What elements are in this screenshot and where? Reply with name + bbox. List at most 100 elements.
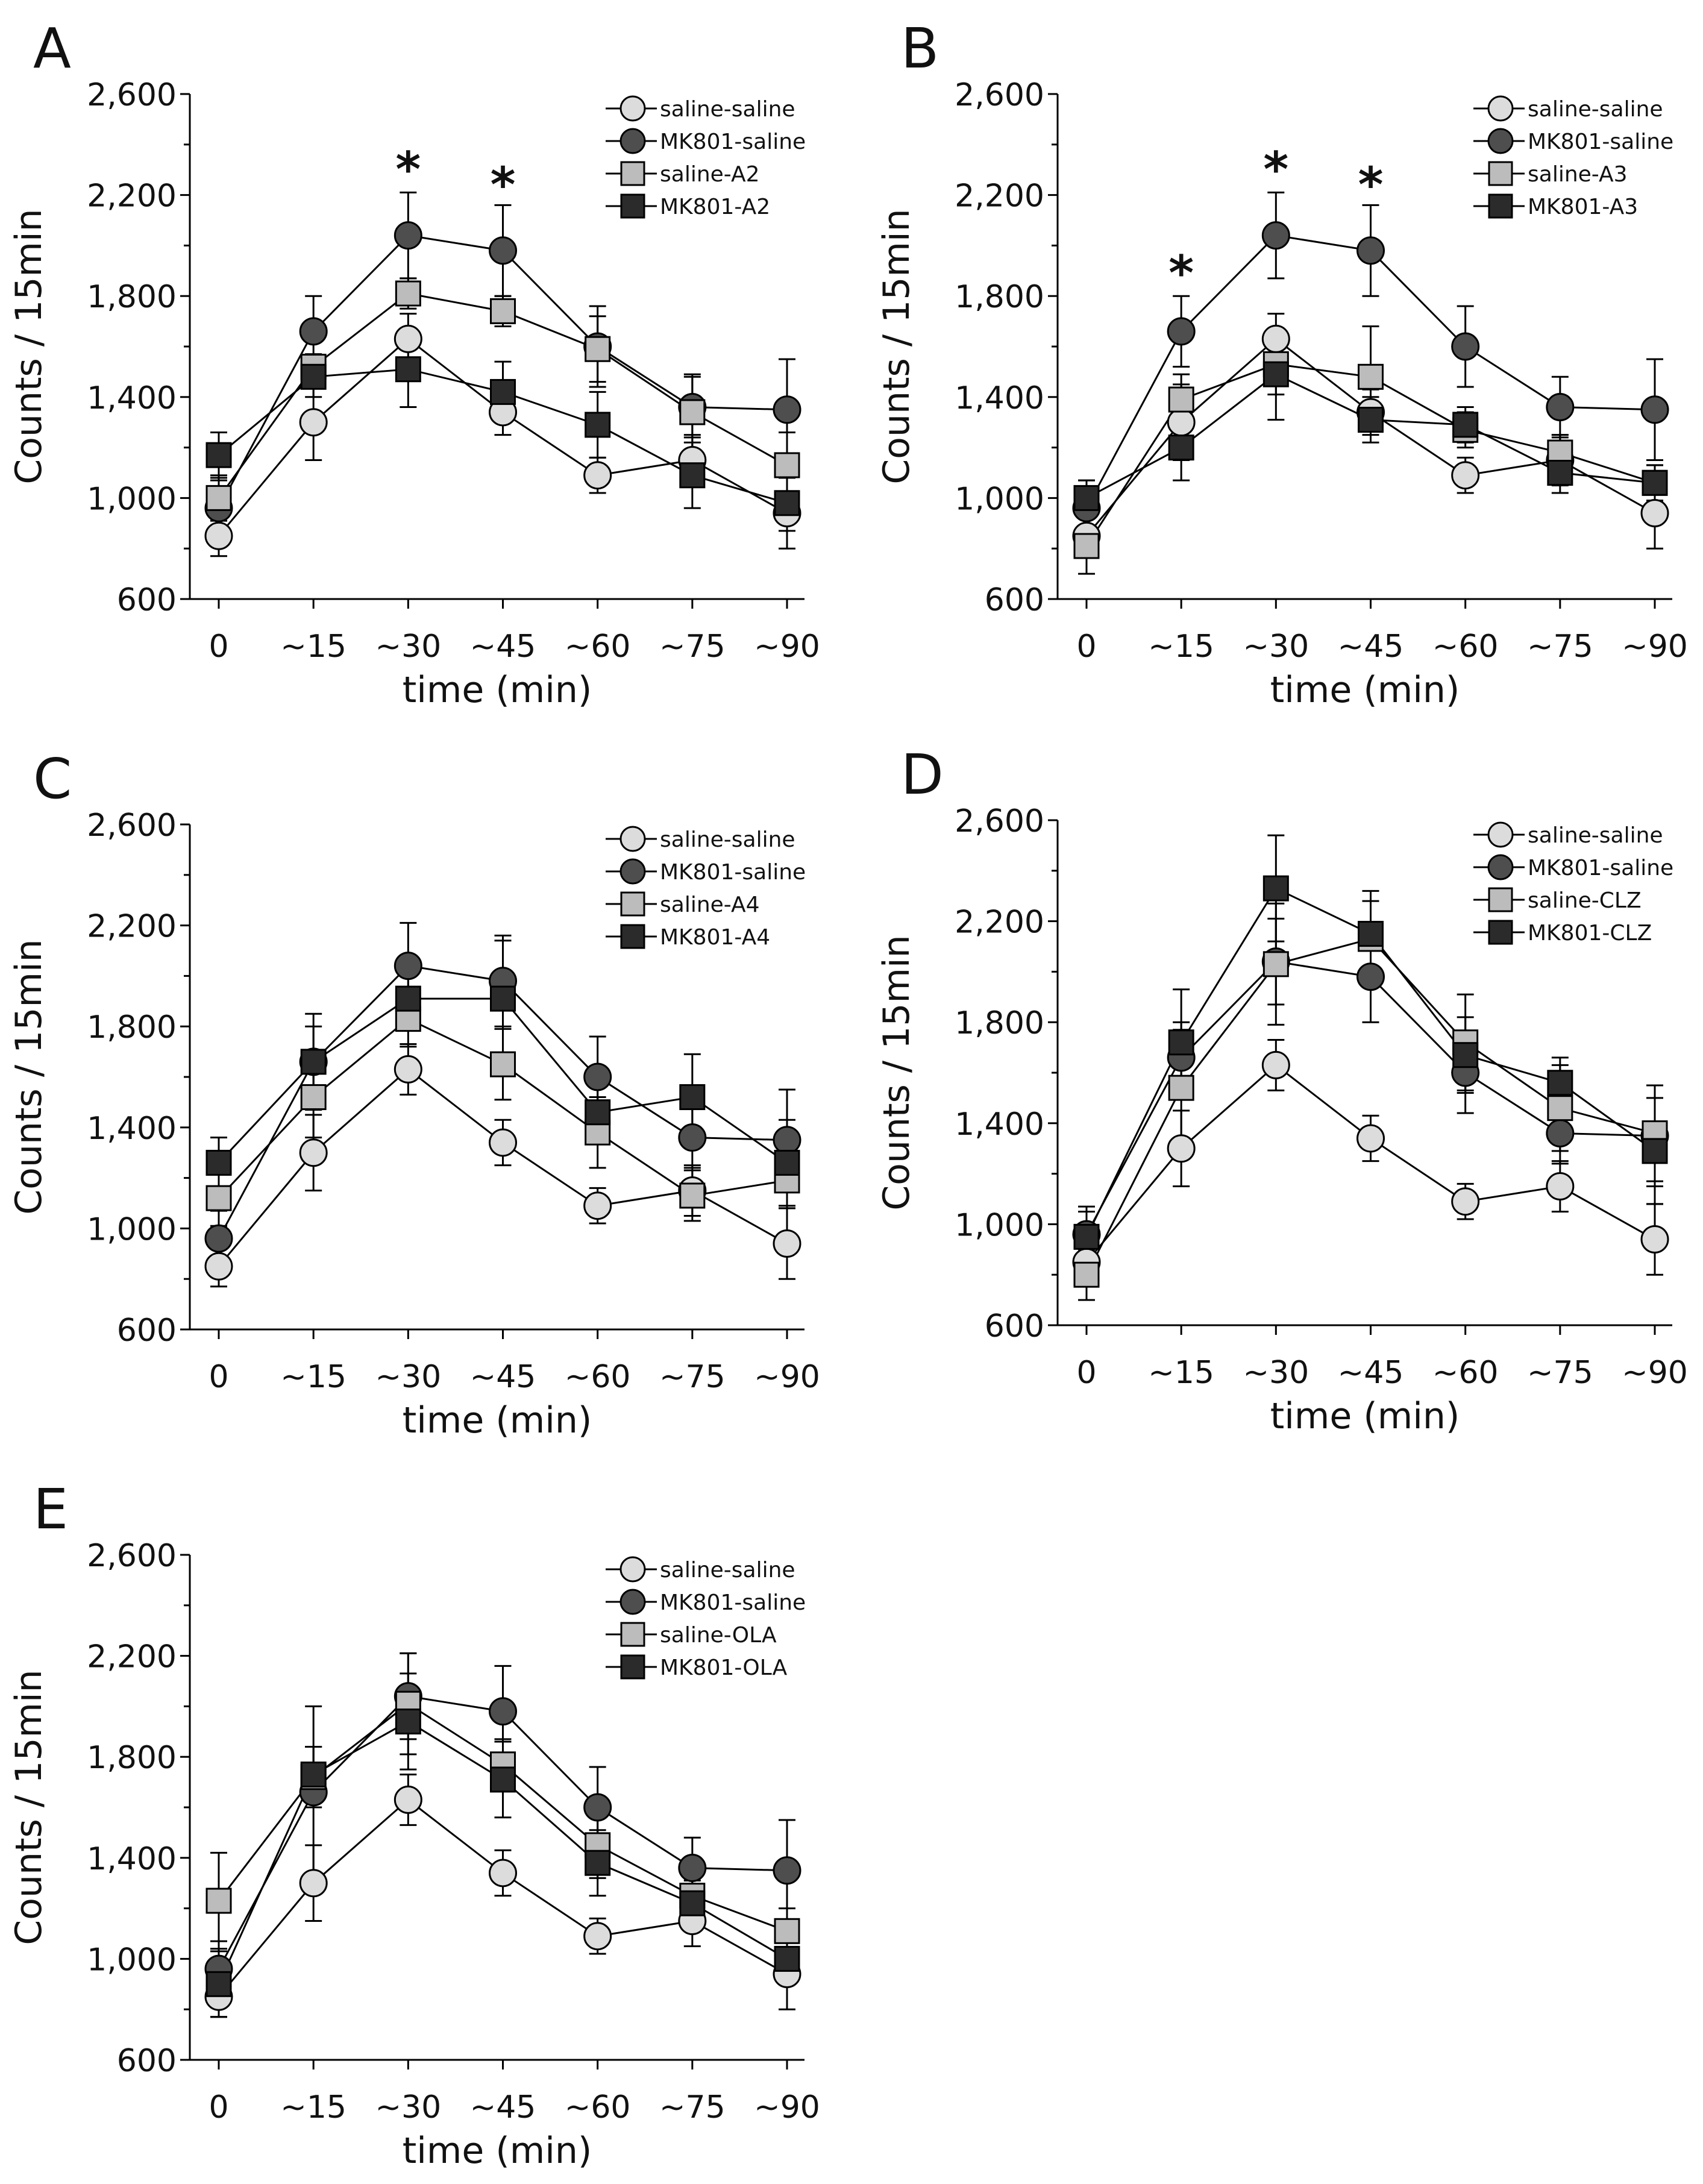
data-point-circle [204,1224,233,1253]
x-tick-label: ~75 [1527,629,1593,665]
y-axis-label: Counts / 15min [8,209,50,484]
significance-asterisk: * [491,157,516,213]
data-point-circle [1261,324,1290,353]
data-point-square [300,1049,327,1075]
legend-marker-square [620,193,645,219]
x-tick-label: ~60 [1432,629,1499,665]
data-point-circle [1356,1124,1385,1153]
data-point-circle [299,317,328,346]
panel-label: B [901,16,939,81]
panel-label: C [33,747,72,811]
x-tick-label: ~90 [1622,629,1688,665]
data-point-circle [1451,461,1480,490]
legend-marker-square [620,1622,645,1647]
x-tick-label: ~75 [659,2089,726,2126]
data-point-circle [489,236,517,265]
data-point-circle [204,521,233,550]
y-tick-label: 2,600 [955,803,1044,839]
data-point-circle [394,221,422,250]
x-tick-label: ~15 [280,1359,347,1395]
y-tick-label: 1,400 [87,1111,177,1147]
legend-label: saline-OLA [660,1623,777,1648]
data-point-square [1073,533,1100,559]
x-axis-label: time (min) [403,2130,592,2172]
y-tick-label: 1,800 [87,1009,177,1046]
legend-label: MK801-A3 [1528,195,1638,219]
legend-marker-circle [619,1589,646,1615]
data-point-square [205,1185,232,1211]
data-point-square [585,412,611,438]
data-point-circle [394,1785,422,1814]
data-point-square [1358,407,1384,433]
x-tick-label: ~60 [565,629,631,665]
legend-label: MK801-A4 [660,925,770,950]
x-axis-label: time (min) [403,1399,592,1442]
data-point-square [679,1084,706,1111]
data-point-square [1547,460,1573,486]
data-point-circle [773,1229,801,1258]
legend-label: MK801-saline [660,130,806,154]
data-point-circle [773,1856,801,1885]
legend-label: saline-saline [660,827,795,852]
x-tick-label: ~30 [375,2089,441,2126]
y-tick-label: 1,400 [955,380,1044,416]
data-point-circle [489,1697,517,1726]
y-tick-label: 2,600 [87,1538,177,1574]
panel-label: D [901,742,944,807]
data-point-circle [299,1869,328,1898]
x-tick-label: ~45 [470,1359,536,1395]
legend-marker-circle [619,826,646,852]
series-saline-saline [210,313,795,557]
y-axis-label: Counts / 15min [876,209,918,484]
y-tick-label: 1,000 [955,1207,1044,1243]
data-point-square [490,985,516,1012]
y-tick-label: 2,600 [955,77,1044,113]
legend-label: saline-saline [660,97,795,122]
data-point-circle [1546,1119,1575,1148]
data-point-square [205,1149,232,1176]
data-point-square [585,1850,611,1876]
x-tick-label: ~45 [1338,629,1404,665]
y-tick-label: 1,800 [955,279,1044,315]
x-tick-label: ~90 [1622,1355,1688,1391]
data-point-square [490,298,516,324]
data-point-square [395,985,421,1012]
legend-marker-circle [1487,854,1514,880]
data-point-circle [678,1123,707,1152]
x-tick-label: ~60 [565,1359,631,1395]
legend-marker-circle [619,1556,646,1583]
x-tick-label: ~30 [375,1359,441,1395]
data-point-square [300,1084,327,1111]
x-tick-label: 0 [1076,1355,1096,1391]
series-saline-A3 [1078,325,1663,575]
data-point-circle [1546,1172,1575,1201]
data-point-square [1073,485,1100,511]
legend-marker-square [620,161,645,186]
panel-label: A [33,16,71,81]
data-point-circle [773,395,801,424]
y-tick-label: 2,200 [87,1639,177,1675]
y-tick-label: 2,600 [87,808,177,844]
data-point-square [1262,361,1289,388]
x-tick-label: 0 [209,1359,228,1395]
data-point-circle [299,1138,328,1167]
data-point-square [1452,412,1479,438]
legend-marker-circle [619,858,646,885]
y-tick-label: 1,000 [955,481,1044,517]
legend-marker-square [620,924,645,949]
data-point-square [205,442,232,468]
data-point-circle [583,1922,612,1951]
y-tick-label: 2,200 [955,905,1044,941]
data-point-circle [1451,332,1480,361]
x-tick-label: ~45 [470,2089,536,2126]
data-point-circle [773,1126,801,1155]
data-point-square [490,1051,516,1078]
panel-b: B 600 1,000 1,400 1,800 2,200 2,600 0 ~15 ~30 ~45 ~… [876,16,1688,711]
legend-marker-square [1488,920,1513,945]
data-point-square [205,485,232,511]
y-tick-label: 2,200 [955,178,1044,215]
legend-label: MK801-saline [1528,856,1673,880]
x-tick-label: ~45 [1338,1355,1404,1391]
y-tick-label: 1,800 [955,1005,1044,1041]
panel-d: D 600 1,000 1,400 1,800 2,200 2,600 0 ~15 ~30 ~45 ~… [876,742,1688,1437]
